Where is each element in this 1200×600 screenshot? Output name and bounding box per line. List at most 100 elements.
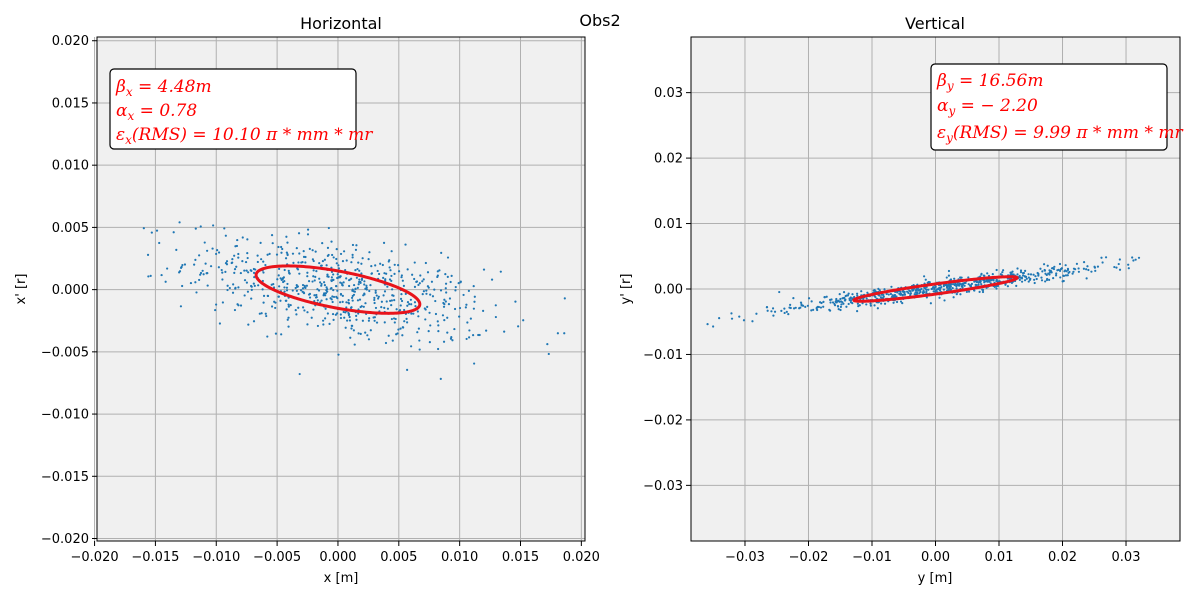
vertical-particle-point: [949, 283, 953, 286]
horizontal-particle-point: [356, 286, 359, 289]
horizontal-particle-point: [231, 257, 234, 261]
horizontal-particle-point: [399, 304, 402, 307]
horizontal-particle-point: [358, 298, 362, 301]
horizontal-particle-point: [556, 332, 559, 335]
horizontal-particle-point: [437, 324, 440, 327]
horizontal-particle-point: [228, 286, 231, 290]
horizontal-x-tick-label: −0.020: [71, 550, 119, 565]
vertical-particle-point: [1059, 276, 1062, 279]
horizontal-particle-point: [390, 279, 393, 282]
horizontal-particle-point: [396, 332, 399, 335]
vertical-particle-point: [869, 304, 872, 307]
horizontal-particle-point: [231, 291, 235, 294]
vertical-particle-point: [751, 320, 754, 323]
vertical-particle-point: [1044, 280, 1047, 283]
horizontal-x-tick-label: 0.005: [380, 550, 417, 565]
horizontal-particle-point: [341, 300, 344, 303]
horizontal-particle-point: [354, 287, 357, 291]
vertical-particle-point: [730, 312, 733, 315]
horizontal-particle-point: [350, 327, 353, 330]
vertical-particle-point: [829, 301, 832, 304]
horizontal-particle-point: [224, 234, 227, 237]
horizontal-particle-point: [266, 335, 269, 338]
vertical-particle-point: [880, 302, 883, 305]
vertical-particle-point: [913, 293, 916, 296]
horizontal-particle-point: [339, 292, 343, 296]
vertical-particle-point: [936, 287, 940, 291]
horizontal-particle-point: [302, 250, 305, 253]
horizontal-particle-point: [181, 284, 184, 288]
horizontal-particle-point: [384, 278, 387, 281]
horizontal-particle-point: [237, 286, 240, 289]
vertical-particle-point: [1015, 284, 1018, 287]
horizontal-particle-point: [306, 311, 309, 314]
horizontal-particle-point: [277, 245, 280, 249]
vertical-particle-point: [1074, 268, 1077, 271]
horizontal-particle-point: [442, 301, 445, 305]
horizontal-particle-point: [379, 262, 382, 265]
horizontal-particle-point: [449, 280, 452, 284]
vertical-particle-point: [917, 289, 920, 292]
vertical-particle-point: [959, 293, 962, 296]
horizontal-particle-point: [412, 312, 415, 315]
vertical-particle-point: [944, 283, 947, 287]
horizontal-particle-point: [230, 261, 233, 265]
horizontal-particle-point: [225, 263, 229, 266]
horizontal-particle-point: [421, 293, 424, 296]
horizontal-particle-point: [440, 251, 443, 254]
vertical-particle-point: [892, 295, 895, 298]
horizontal-particle-point: [335, 248, 338, 251]
vertical-particle-point: [938, 296, 941, 299]
horizontal-particle-point: [295, 289, 298, 292]
horizontal-particle-point: [348, 284, 351, 288]
horizontal-particle-point: [245, 269, 248, 272]
horizontal-particle-point: [380, 300, 383, 303]
vertical-particle-point: [839, 308, 842, 312]
horizontal-particle-point: [347, 279, 351, 282]
horizontal-particle-point: [359, 332, 362, 335]
vertical-particle-point: [995, 279, 998, 283]
vertical-particle-point: [961, 286, 964, 289]
vertical-particle-point: [770, 310, 773, 313]
vertical-particle-point: [828, 308, 831, 311]
horizontal-particle-point: [287, 303, 290, 306]
horizontal-particle-point: [446, 275, 449, 278]
horizontal-particle-point: [287, 325, 290, 328]
horizontal-particle-point: [360, 305, 363, 308]
horizontal-particle-point: [448, 297, 452, 300]
horizontal-particle-point: [261, 288, 264, 291]
horizontal-particle-point: [286, 318, 289, 321]
horizontal-particle-point: [331, 312, 335, 316]
vertical-particle-point: [892, 301, 895, 304]
horizontal-particle-point: [250, 288, 253, 291]
horizontal-particle-point: [250, 297, 253, 300]
horizontal-particle-point: [268, 252, 271, 255]
horizontal-particle-point: [342, 250, 346, 253]
vertical-particle-point: [778, 290, 781, 294]
horizontal-particle-point: [482, 268, 486, 271]
horizontal-particle-point: [466, 321, 469, 324]
horizontal-particle-point: [473, 300, 476, 303]
horizontal-particle-point: [296, 268, 300, 271]
horizontal-particle-point: [218, 322, 222, 325]
horizontal-particle-point: [351, 256, 354, 259]
horizontal-particle-point: [326, 275, 329, 278]
vertical-particle-point: [798, 307, 801, 310]
horizontal-emittance-label: εx(RMS) = 10.10 π * mm * mr: [116, 125, 373, 147]
vertical-y-tick-label: 0.02: [654, 152, 683, 167]
horizontal-particle-point: [296, 285, 300, 288]
horizontal-particle-point: [317, 289, 321, 292]
horizontal-particle-point: [368, 289, 371, 293]
vertical-particle-point: [1082, 267, 1086, 270]
horizontal-particle-point: [351, 324, 354, 327]
vertical-particle-point: [952, 296, 955, 299]
vertical-particle-point: [945, 276, 948, 279]
horizontal-particle-point: [383, 290, 387, 293]
vertical-particle-point: [906, 290, 909, 293]
horizontal-particle-point: [365, 288, 368, 291]
horizontal-particle-point: [337, 353, 340, 356]
horizontal-particle-point: [241, 236, 244, 239]
vertical-particle-point: [1019, 271, 1023, 274]
horizontal-particle-point: [410, 312, 413, 315]
vertical-particle-point: [878, 289, 881, 292]
